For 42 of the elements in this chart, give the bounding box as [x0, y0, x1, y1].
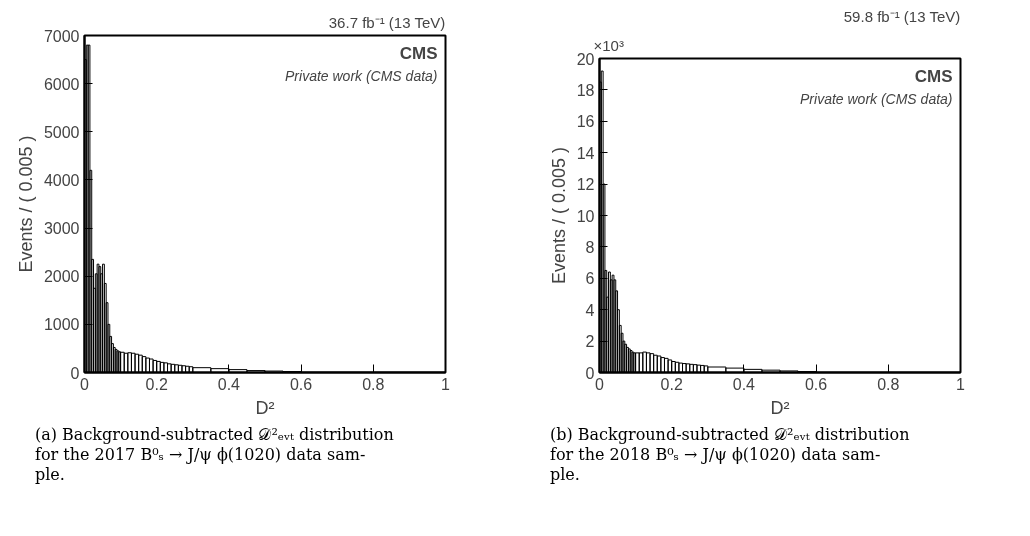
x-axis-title: D² — [770, 397, 790, 418]
y-tick-label: 2000 — [43, 268, 80, 286]
x-tick-label: 0.2 — [660, 375, 683, 393]
y-tick-label: 16 — [576, 113, 595, 131]
y-tick-label: 12 — [576, 176, 595, 194]
annotation: Private work (CMS data) — [800, 90, 953, 107]
x-tick-label: 0.8 — [362, 375, 385, 393]
y-tick-label: 4000 — [43, 171, 80, 189]
y-tick-label: 20 — [576, 50, 595, 68]
y-tick-label: 4 — [585, 301, 595, 319]
x-tick-label: 0.4 — [732, 375, 756, 393]
x-axis-title: D² — [255, 397, 275, 418]
x-tick-label: 0.8 — [877, 375, 900, 393]
annotation: Private work (CMS data) — [285, 67, 438, 84]
x-tick-label: 0.6 — [289, 375, 313, 393]
x-tick-label: 0.4 — [217, 375, 241, 393]
y-tick-label: 14 — [576, 144, 595, 162]
y-tick-label: 8 — [585, 238, 595, 256]
x-tick-label: 0.6 — [804, 375, 828, 393]
text: (a) Background-subtracted 𝒟²ₑᵥₜ distribution for the 2017 B⁰ₛ → J/ψ ϕ(1020) data sam- ple. — [35, 425, 394, 485]
text: ×10³ — [593, 36, 624, 54]
y-tick-label: 5000 — [43, 123, 80, 141]
chart-title: 36.7 fb⁻¹ (13 TeV) — [328, 13, 446, 31]
y-tick-label: 2 — [585, 333, 595, 351]
y-tick-label: 0 — [70, 364, 80, 382]
y-tick-label: 0 — [585, 364, 595, 382]
y-tick-label: 18 — [576, 81, 595, 99]
x-tick-label: 1 — [956, 375, 966, 393]
y-axis-title: Events / ( 0.005 ) — [15, 135, 36, 273]
y-tick-label: 3000 — [43, 220, 80, 238]
y-tick-label: 6000 — [43, 75, 80, 93]
text: (b) Background-subtracted 𝒟²ₑᵥₜ distribution for the 2018 B⁰ₛ → J/ψ ϕ(1020) data sam- ple. — [550, 425, 910, 485]
x-tick-label: 0.2 — [145, 375, 168, 393]
y-tick-label: 1000 — [43, 316, 80, 334]
y-tick-label: 10 — [576, 207, 595, 225]
y-axis-title: Events / ( 0.005 ) — [548, 146, 569, 285]
annotation: CMS — [399, 43, 438, 63]
x-tick-label: 1 — [441, 375, 451, 393]
y-tick-label: 6 — [585, 270, 595, 288]
annotation: CMS — [914, 66, 953, 86]
chart-title: 59.8 fb⁻¹ (13 TeV) — [843, 7, 961, 25]
y-tick-label: 7000 — [43, 27, 80, 45]
